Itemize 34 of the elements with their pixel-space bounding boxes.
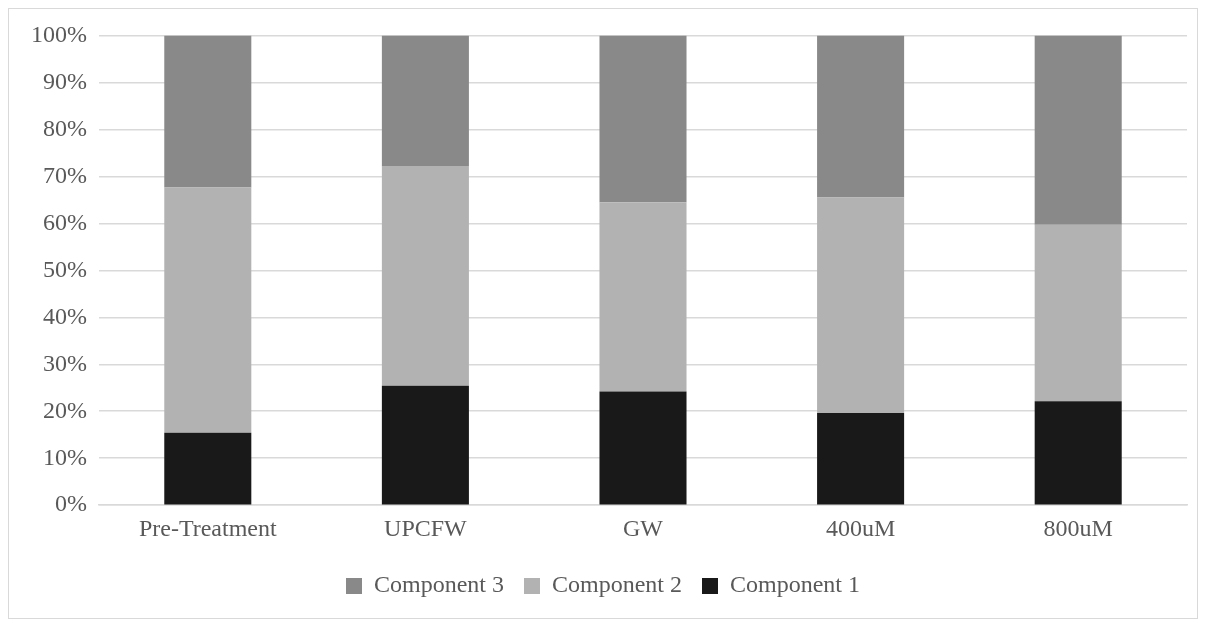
y-tick-label: 50% xyxy=(42,255,87,282)
x-tick-label: UPCFW xyxy=(384,514,468,541)
bar xyxy=(817,35,905,198)
x-tick-label: Pre-Treatment xyxy=(138,514,277,541)
legend-label: Component 1 xyxy=(730,571,860,598)
bar xyxy=(164,187,252,433)
bar xyxy=(1034,35,1122,225)
y-tick-label: 30% xyxy=(42,349,87,376)
bar xyxy=(1034,401,1122,505)
x-tick-label: 400uM xyxy=(825,514,896,541)
y-tick-label: 80% xyxy=(42,114,87,141)
bar xyxy=(817,413,905,505)
bar xyxy=(1034,224,1122,402)
bar xyxy=(381,166,469,386)
y-tick-label: 60% xyxy=(42,208,87,235)
bar xyxy=(599,35,687,203)
y-tick-label: 100% xyxy=(30,20,87,47)
y-tick-label: 20% xyxy=(42,396,87,423)
y-tick-label: 90% xyxy=(42,67,87,94)
x-tick-label: GW xyxy=(623,514,664,541)
bar xyxy=(599,391,687,505)
bar xyxy=(381,35,469,166)
y-tick-label: 70% xyxy=(42,161,87,188)
x-tick-label: 800uM xyxy=(1043,514,1113,541)
legend-label: Component 2 xyxy=(552,571,682,598)
bar xyxy=(164,35,252,188)
bar xyxy=(164,432,252,505)
legend-label: Component 3 xyxy=(374,571,505,598)
bar xyxy=(381,385,469,505)
bar xyxy=(817,197,905,414)
y-tick-label: 0% xyxy=(54,490,87,517)
y-tick-label: 40% xyxy=(42,302,87,329)
bar xyxy=(599,202,687,392)
y-tick-label: 10% xyxy=(42,443,87,470)
